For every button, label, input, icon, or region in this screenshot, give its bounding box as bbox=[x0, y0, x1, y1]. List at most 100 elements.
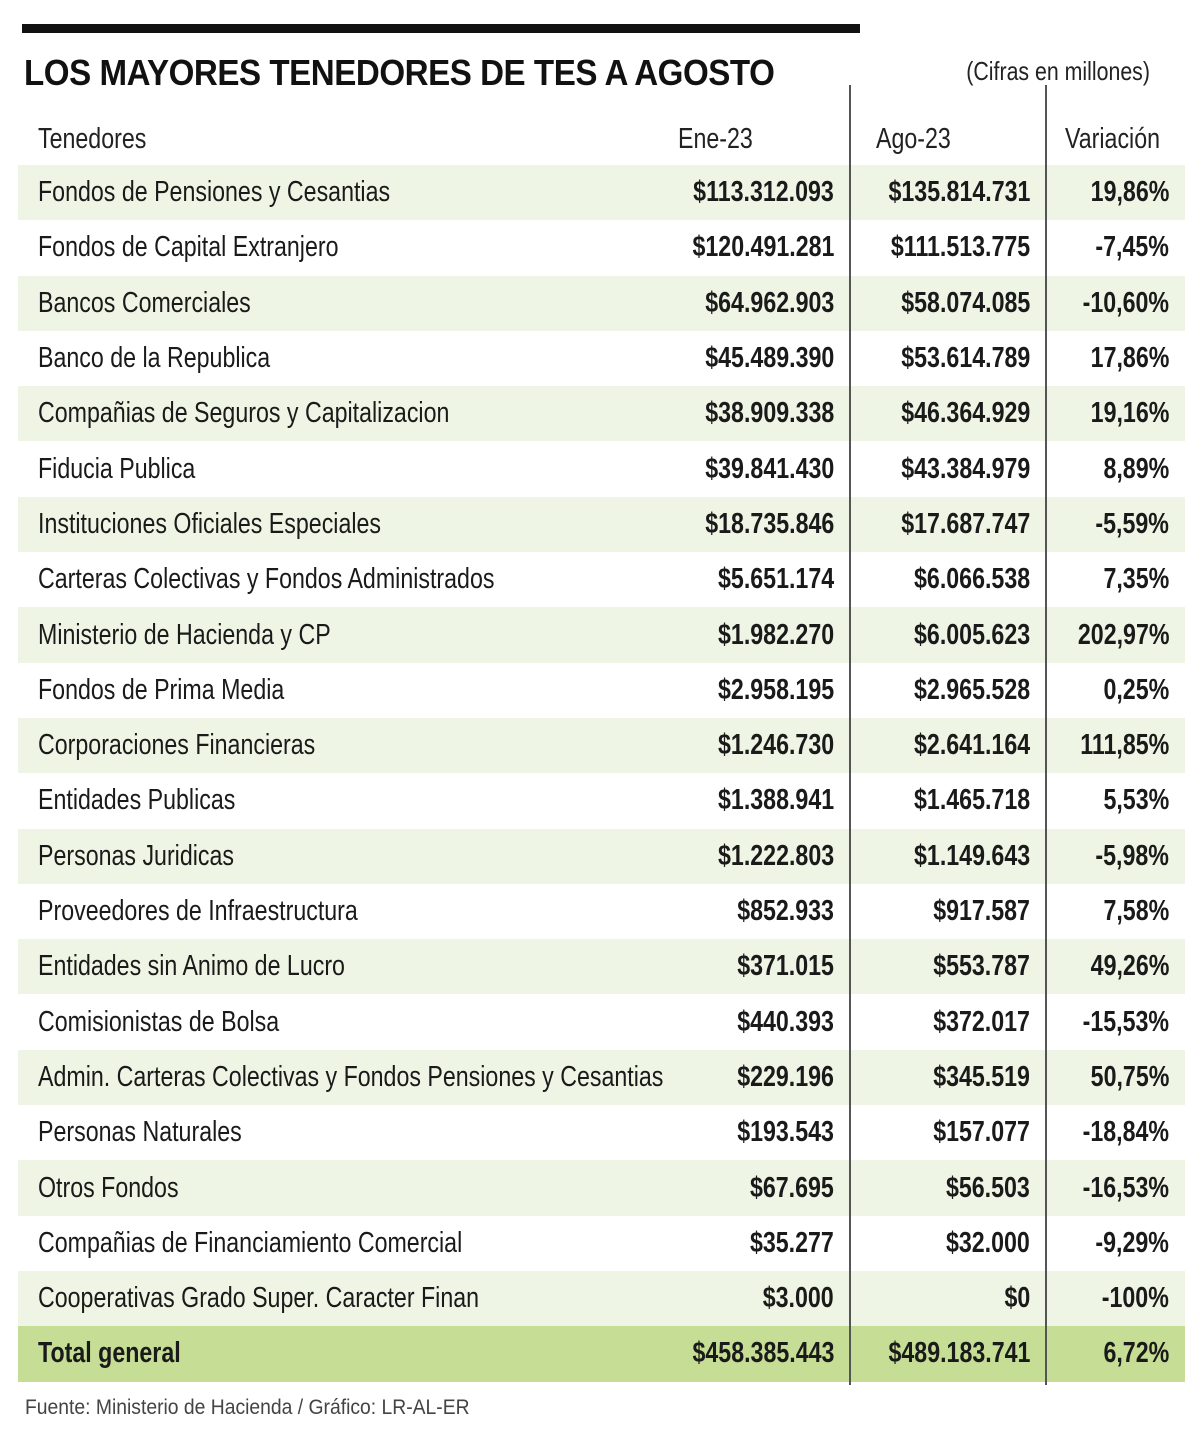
value-ago-23: $1.149.643 bbox=[913, 839, 1030, 872]
value-ago-23: $2.965.528 bbox=[913, 673, 1030, 706]
table-row: Ministerio de Hacienda y CP $1.982.270 $6.… bbox=[18, 607, 1185, 663]
holder-name: Compañias de Seguros y Capitalizacion bbox=[38, 397, 450, 430]
holder-name: Instituciones Oficiales Especiales bbox=[38, 507, 382, 540]
value-ene-23: $39.841.430 bbox=[704, 452, 834, 485]
value-ago-23: $43.384.979 bbox=[900, 452, 1030, 485]
value-variacion: 19,86% bbox=[1090, 176, 1169, 209]
table-row: Instituciones Oficiales Especiales $18.73… bbox=[18, 496, 1185, 553]
value-variacion: 50,75% bbox=[1090, 1060, 1169, 1093]
table-row: Corporaciones Financieras $1.246.730 $2.64… bbox=[18, 718, 1185, 774]
top-rule bbox=[22, 24, 860, 33]
value-ago-23: $1.465.718 bbox=[913, 784, 1030, 817]
value-ene-23: $1.222.803 bbox=[717, 839, 834, 872]
value-ago-23: $17.687.747 bbox=[900, 507, 1030, 540]
table-row: Fondos de Pensiones y Cesantias $113.312.… bbox=[18, 165, 1185, 221]
holder-name: Fondos de Capital Extranjero bbox=[38, 231, 339, 264]
value-ene-23: $113.312.093 bbox=[693, 176, 834, 209]
value-ene-23: $38.909.338 bbox=[704, 397, 834, 430]
value-ene-23: $458.385.443 bbox=[692, 1337, 834, 1370]
header-ene-23: Ene-23 bbox=[678, 122, 753, 155]
value-ene-23: $371.015 bbox=[737, 950, 834, 983]
value-ene-23: $5.651.174 bbox=[717, 563, 834, 596]
value-ago-23: $6.005.623 bbox=[913, 618, 1030, 651]
table-row: Compañias de Financiamiento Comercial $35… bbox=[18, 1216, 1185, 1271]
value-variacion: 7,58% bbox=[1103, 895, 1169, 928]
value-ene-23: $1.982.270 bbox=[717, 618, 834, 651]
value-ene-23: $852.933 bbox=[737, 895, 834, 928]
value-ago-23: $53.614.789 bbox=[900, 342, 1030, 375]
table-header: Tenedores Ene-23 Ago-23 Variación bbox=[18, 113, 1185, 165]
holder-name: Carteras Colectivas y Fondos Administrad… bbox=[38, 563, 495, 596]
value-ago-23: $6.066.538 bbox=[913, 563, 1030, 596]
value-ago-23: $157.077 bbox=[933, 1116, 1030, 1149]
value-ene-23: $64.962.903 bbox=[704, 286, 834, 319]
holder-name: Personas Naturales bbox=[38, 1116, 242, 1149]
holder-name: Proveedores de Infraestructura bbox=[38, 895, 358, 928]
value-ago-23: $32.000 bbox=[946, 1226, 1030, 1259]
value-variacion: 111,85% bbox=[1079, 729, 1169, 762]
holder-name: Entidades sin Animo de Lucro bbox=[38, 950, 345, 983]
value-variacion: -15,53% bbox=[1082, 1005, 1169, 1038]
value-ago-23: $2.641.164 bbox=[913, 729, 1030, 762]
header-variacion: Variación bbox=[1065, 122, 1160, 155]
holder-name: Ministerio de Hacienda y CP bbox=[38, 618, 331, 651]
table-row: Otros Fondos $67.695 $56.503 -16,53% bbox=[18, 1160, 1185, 1216]
value-variacion: -100% bbox=[1101, 1282, 1169, 1315]
table-row: Personas Naturales $193.543 $157.077 -18,84… bbox=[18, 1105, 1185, 1160]
value-ene-23: $1.246.730 bbox=[717, 729, 834, 762]
holder-name: Comisionistas de Bolsa bbox=[38, 1005, 280, 1038]
value-ene-23: $45.489.390 bbox=[704, 342, 834, 375]
holder-name: Fondos de Pensiones y Cesantias bbox=[38, 176, 391, 209]
value-ene-23: $67.695 bbox=[750, 1171, 834, 1204]
holder-name: Fiducia Publica bbox=[38, 452, 196, 485]
value-variacion: -7,45% bbox=[1095, 231, 1169, 264]
value-ene-23: $18.735.846 bbox=[704, 507, 834, 540]
holder-name: Banco de la Republica bbox=[38, 342, 271, 375]
holder-name: Personas Juridicas bbox=[38, 839, 234, 872]
source-note: Fuente: Ministerio de Hacienda / Gráfico… bbox=[25, 1396, 470, 1419]
value-ene-23: $2.958.195 bbox=[717, 673, 834, 706]
holder-name: Compañias de Financiamiento Comercial bbox=[38, 1226, 463, 1259]
holder-name: Admin. Carteras Colectivas y Fondos Pens… bbox=[38, 1060, 664, 1093]
value-ago-23: $917.587 bbox=[933, 895, 1030, 928]
holder-name: Bancos Comerciales bbox=[38, 286, 251, 319]
holders-table: Tenedores Ene-23 Ago-23 Variación Fondos… bbox=[18, 113, 1185, 1385]
table-row: Personas Juridicas $1.222.803 $1.149.643 -5… bbox=[18, 828, 1185, 884]
value-variacion: -16,53% bbox=[1082, 1171, 1169, 1204]
table-row: Comisionistas de Bolsa $440.393 $372.017 -1… bbox=[18, 995, 1185, 1050]
value-variacion: 5,53% bbox=[1103, 784, 1169, 817]
table-row: Compañias de Seguros y Capitalizacion $38… bbox=[18, 386, 1185, 442]
table-row: Fiducia Publica $39.841.430 $43.384.979 8,8… bbox=[18, 442, 1185, 497]
holder-name: Cooperativas Grado Super. Caracter Finan bbox=[38, 1282, 480, 1315]
total-label: Total general bbox=[38, 1337, 181, 1370]
value-ene-23: $35.277 bbox=[750, 1226, 834, 1259]
value-variacion: -18,84% bbox=[1082, 1116, 1169, 1149]
holder-name: Entidades Publicas bbox=[38, 784, 236, 817]
value-variacion: -5,98% bbox=[1095, 839, 1169, 872]
table-row: Carteras Colectivas y Fondos Administrad… bbox=[18, 552, 1185, 607]
value-ene-23: $3.000 bbox=[763, 1282, 834, 1315]
total-row: Total general $458.385.443 $489.183.741 6,7… bbox=[18, 1326, 1185, 1382]
value-variacion: 49,26% bbox=[1090, 950, 1169, 983]
value-ago-23: $46.364.929 bbox=[900, 397, 1030, 430]
table-row: Banco de la Republica $45.489.390 $53.614.… bbox=[18, 331, 1185, 386]
table-row: Entidades sin Animo de Lucro $371.015 $553… bbox=[18, 939, 1185, 995]
chart-title: LOS MAYORES TENEDORES DE TES A AGOSTO bbox=[24, 52, 775, 93]
value-ene-23: $229.196 bbox=[737, 1060, 834, 1093]
value-variacion: 19,16% bbox=[1090, 397, 1169, 430]
value-ago-23: $135.814.731 bbox=[888, 176, 1030, 209]
value-variacion: -10,60% bbox=[1082, 286, 1169, 319]
value-ago-23: $372.017 bbox=[933, 1005, 1030, 1038]
value-variacion: 8,89% bbox=[1103, 452, 1169, 485]
value-variacion: -5,59% bbox=[1095, 507, 1169, 540]
table-row: Bancos Comerciales $64.962.903 $58.074.085… bbox=[18, 275, 1185, 331]
value-ago-23: $111.513.775 bbox=[890, 231, 1030, 264]
value-variacion: -9,29% bbox=[1095, 1226, 1169, 1259]
value-ago-23: $489.183.741 bbox=[888, 1337, 1030, 1370]
value-variacion: 202,97% bbox=[1077, 618, 1169, 651]
header-tenedores: Tenedores bbox=[38, 122, 147, 155]
value-ene-23: $193.543 bbox=[737, 1116, 834, 1149]
value-ago-23: $553.787 bbox=[933, 950, 1030, 983]
header-ago-23: Ago-23 bbox=[876, 122, 951, 155]
value-ene-23: $120.491.281 bbox=[692, 231, 834, 264]
